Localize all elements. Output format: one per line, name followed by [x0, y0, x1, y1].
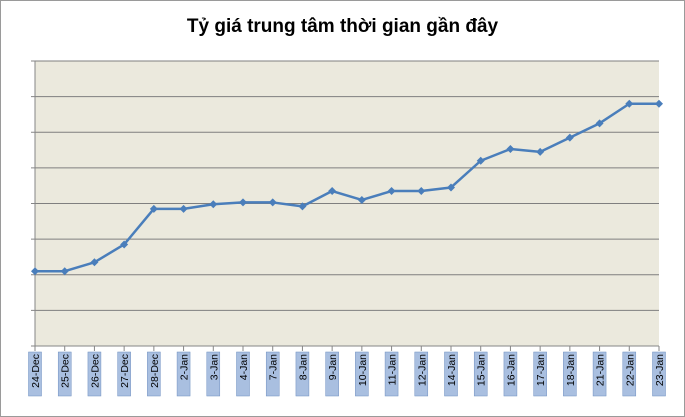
- x-tick-label-box: [87, 351, 102, 397]
- data-point: [90, 258, 99, 267]
- x-tick-label: 18-Jan: [565, 354, 577, 386]
- x-tick-label-box: [355, 351, 369, 397]
- data-point: [655, 99, 663, 108]
- x-tick-label: 15-Jan: [476, 354, 488, 386]
- x-tick-label: 2-Jan: [179, 354, 191, 380]
- data-point: [595, 119, 604, 128]
- x-tick-label: 21-Jan: [595, 354, 607, 386]
- x-tick-label: 17-Jan: [535, 354, 547, 386]
- x-tick-label-box: [147, 351, 161, 397]
- x-tick-label: 24-Dec: [30, 354, 42, 388]
- data-point: [239, 198, 247, 207]
- x-tick-label: 9-Jan: [327, 354, 339, 380]
- x-tick-label-box: [473, 351, 488, 397]
- data-point: [31, 267, 39, 276]
- data-point: [179, 204, 188, 213]
- x-tick-label-box: [57, 351, 72, 397]
- series-line: [35, 102, 659, 273]
- data-point: [298, 202, 307, 211]
- x-tick-label: 23-Jan: [654, 354, 666, 386]
- chart-title: Tỷ giá trung tâm thời gian gần đây: [186, 16, 499, 37]
- x-tick-label: 7-Jan: [268, 354, 280, 380]
- data-point: [417, 187, 426, 196]
- data-point: [506, 144, 515, 153]
- data-point: [625, 99, 634, 108]
- data-point: [120, 240, 129, 249]
- x-tick-label-box: [414, 351, 429, 397]
- x-tick-label-box: [28, 351, 42, 397]
- x-tick-label: 8-Jan: [297, 354, 309, 380]
- data-point: [387, 187, 396, 196]
- x-tick-label-box: [503, 351, 518, 397]
- x-tick-label-box: [265, 351, 280, 397]
- data-point: [209, 200, 218, 209]
- data-point: [476, 156, 485, 165]
- data-point: [357, 195, 366, 204]
- x-tick-label: 12-Jan: [416, 354, 428, 386]
- data-point: [565, 133, 574, 142]
- data-point: [328, 187, 337, 196]
- data-point: [447, 183, 455, 192]
- x-tick-label-box: [117, 351, 131, 397]
- x-tick-label: 27-Dec: [119, 354, 131, 388]
- x-tick-label: 16-Jan: [505, 354, 517, 386]
- x-tick-label-box: [176, 351, 191, 397]
- x-tick-label: 22-Jan: [624, 354, 636, 386]
- x-tick-label-box: [444, 351, 458, 397]
- x-tick-label: 10-Jan: [357, 354, 369, 386]
- data-point: [149, 204, 158, 213]
- x-tick-label: 3-Jan: [208, 354, 220, 380]
- x-tick-label-box: [563, 351, 577, 397]
- x-tick-label-box: [384, 351, 399, 397]
- x-tick-label-box: [622, 351, 637, 397]
- data-point: [268, 198, 277, 207]
- x-tick-label: 28-Dec: [149, 354, 161, 388]
- x-tick-label: 4-Jan: [238, 354, 250, 380]
- x-tick-label-box: [295, 351, 310, 397]
- x-tick-label: 26-Dec: [89, 354, 101, 388]
- data-point: [536, 147, 545, 156]
- x-tick-label-box: [652, 351, 666, 397]
- x-tick-label-box: [533, 351, 547, 397]
- x-tick-label-box: [236, 351, 250, 397]
- x-tick-label-box: [206, 351, 221, 397]
- x-tick-label: 11-Jan: [387, 354, 399, 385]
- x-tick-label: 25-Dec: [60, 354, 72, 388]
- data-point: [60, 267, 69, 276]
- x-tick-label-box: [592, 351, 607, 397]
- x-tick-label: 14-Jan: [446, 354, 458, 386]
- x-tick-label-box: [325, 351, 339, 397]
